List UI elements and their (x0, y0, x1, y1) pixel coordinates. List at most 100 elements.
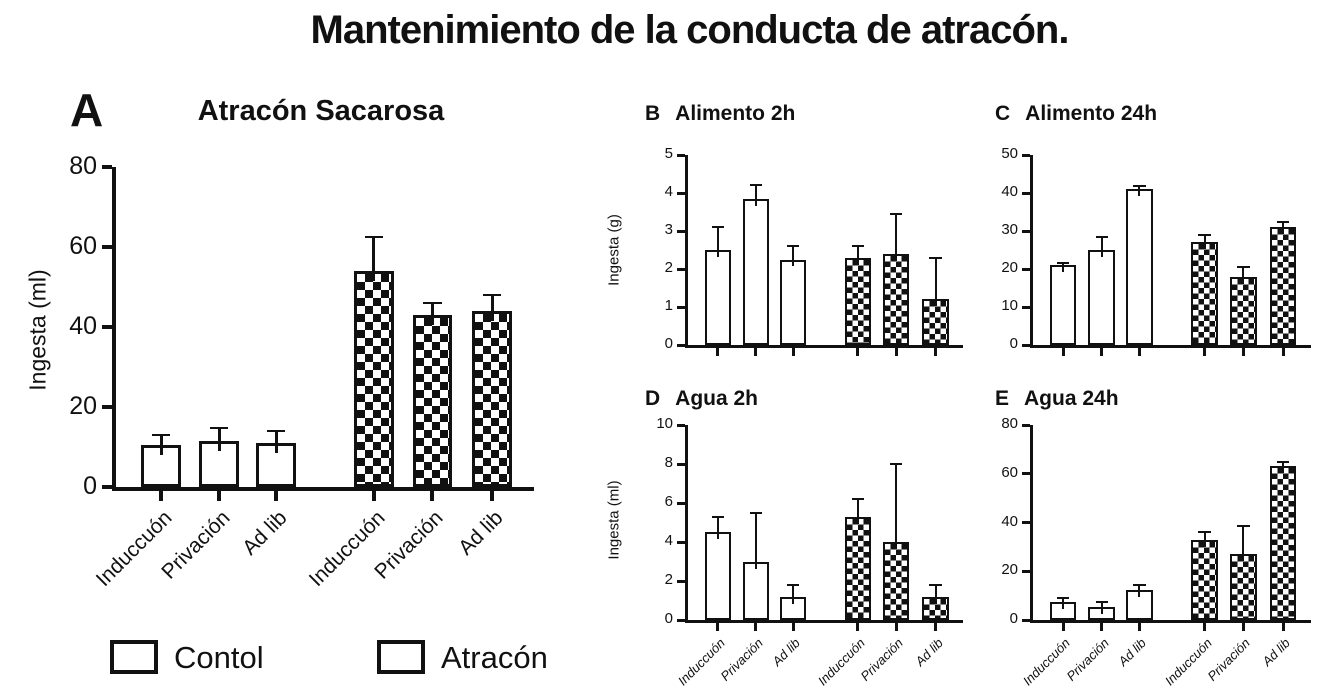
panel-c-plot-area: 0 10 20 30 40 50 (1001, 145, 1311, 356)
error-bar (1203, 234, 1206, 250)
y-tick-mark (1022, 343, 1030, 347)
x-tick-mark (1061, 623, 1065, 631)
error-bar (934, 257, 937, 307)
control-bar (742, 198, 769, 345)
y-tick-mark (677, 305, 685, 309)
x-tick-mark (371, 491, 376, 501)
panel-d-ylabel: Ingesta (ml) (605, 480, 623, 560)
error-bar-cap (851, 245, 864, 248)
error-bar (895, 213, 898, 261)
y-tick-label: 0 (83, 472, 97, 500)
y-tick-mark (677, 229, 685, 233)
x-tick-mark (430, 491, 435, 501)
y-tick-mark (677, 618, 685, 622)
panel-e: E Agua 24h 0 20 40 60 80 Induccuón Privación Ad… (985, 380, 1327, 696)
panel-c: C Alimento 24h 0 10 20 30 40 50 (985, 95, 1327, 385)
error-bar-cap (1056, 261, 1070, 264)
y-tick-label: 4 (664, 532, 673, 549)
error-bar-cap (1133, 583, 1146, 586)
panel-b-plot-area: 0 1 2 3 4 5 (665, 145, 963, 356)
control-bar (1049, 265, 1077, 345)
legend-item-atracon: Atracón (377, 640, 548, 674)
error-bar-cap (1095, 600, 1108, 603)
error-bar (1242, 267, 1245, 284)
error-bar (716, 227, 719, 257)
x-tick-mark (1241, 348, 1245, 356)
x-tick-mark (934, 623, 937, 631)
y-tick-label: 0 (664, 335, 673, 352)
x-tick-mark (791, 623, 795, 631)
figure-title: Mantenimiento de la conducta de atracón. (310, 8, 1070, 52)
x-tick-mark (1241, 623, 1245, 631)
panel-b-title: Alimento 2h (675, 102, 796, 125)
y-tick-mark (1022, 153, 1030, 157)
error-bar (1100, 601, 1103, 614)
x-tick-mark (856, 623, 860, 631)
y-tick-mark (1022, 423, 1030, 427)
error-bar-cap (1237, 266, 1250, 269)
error-bar-cap (483, 294, 502, 296)
x-tick-mark (894, 623, 898, 631)
y-tick-mark (1022, 191, 1030, 195)
panel-c-letter: C (995, 102, 1011, 125)
control-bar (742, 561, 769, 620)
y-tick-label: 2 (664, 259, 673, 276)
panel-e-plot-area: 0 20 40 60 80 Induccuón Privación Ad lib Induccu… (1001, 415, 1311, 688)
panel-b: B Alimento 2h Ingesta (g) 0 1 2 3 4 5 (600, 95, 975, 385)
error-bar-cap (711, 226, 724, 229)
y-tick-mark (677, 191, 685, 195)
control-bar (780, 259, 807, 345)
x-tick-mark (274, 491, 279, 501)
y-tick-label: 1 (664, 297, 673, 314)
y-tick-mark (1022, 267, 1030, 271)
y-tick-label: 20 (69, 392, 97, 420)
x-tick-mark (1281, 348, 1285, 356)
error-bar-cap (152, 434, 171, 436)
error-bar-cap (210, 426, 229, 429)
panel-d-plot-area: 0 2 4 6 8 10 Induccuón Privación Ad lib Induccuón… (656, 415, 963, 688)
y-tick-mark (102, 485, 112, 489)
y-tick-mark (102, 165, 112, 169)
y-tick-label: 3 (664, 221, 673, 238)
panel-a-plot-area: 0 20 40 60 80 Induccuón Privación Ad lib Induccu… (69, 152, 534, 591)
error-bar-cap (1198, 531, 1211, 534)
y-tick-mark (677, 540, 685, 544)
x-tick-mark (490, 491, 495, 501)
panel-b-letter: B (645, 102, 661, 125)
error-bar (1282, 221, 1285, 235)
atracon-bar (1230, 276, 1257, 345)
panel-e-letter: E (995, 387, 1010, 410)
y-tick-mark (102, 245, 112, 249)
error-bar-cap (1277, 460, 1290, 463)
error-bar (1242, 526, 1245, 562)
control-bar (704, 532, 731, 620)
error-bar (1138, 186, 1141, 197)
y-tick-mark (1022, 305, 1030, 309)
x-tick-mark (856, 348, 860, 356)
legend-atracon-swatch (377, 640, 425, 674)
error-bar-cap (1277, 220, 1290, 223)
atracon-bar (412, 315, 453, 487)
panel-a-title: Atracón Sacarosa (197, 95, 445, 127)
panel-e-head: E Agua 24h (995, 388, 1119, 409)
y-tick-mark (102, 325, 112, 329)
y-tick-label: 10 (656, 415, 673, 432)
y-tick-label: 60 (1001, 463, 1018, 481)
error-bar-cap (749, 511, 762, 514)
panel-e-title: Agua 24h (1024, 387, 1119, 410)
panel-d: D Agua 2h Ingesta (ml) 0 2 4 6 8 10 Induccuón P… (600, 380, 975, 696)
y-tick-label: 20 (1001, 561, 1018, 579)
atracon-bar (354, 271, 394, 487)
error-bar (792, 584, 795, 604)
panel-b-ylabel: Ingesta (g) (605, 214, 623, 286)
error-bar (754, 185, 757, 206)
legend-control-swatch (110, 640, 158, 674)
y-tick-mark (677, 579, 685, 583)
x-tick-mark (1137, 348, 1141, 356)
error-bar-cap (890, 212, 903, 215)
legend-item-control: Contol (110, 640, 264, 674)
atracon-bar (472, 311, 513, 487)
legend-atracon-label: Atracón (441, 639, 548, 675)
y-tick-mark (677, 267, 685, 271)
error-bar (490, 295, 494, 321)
